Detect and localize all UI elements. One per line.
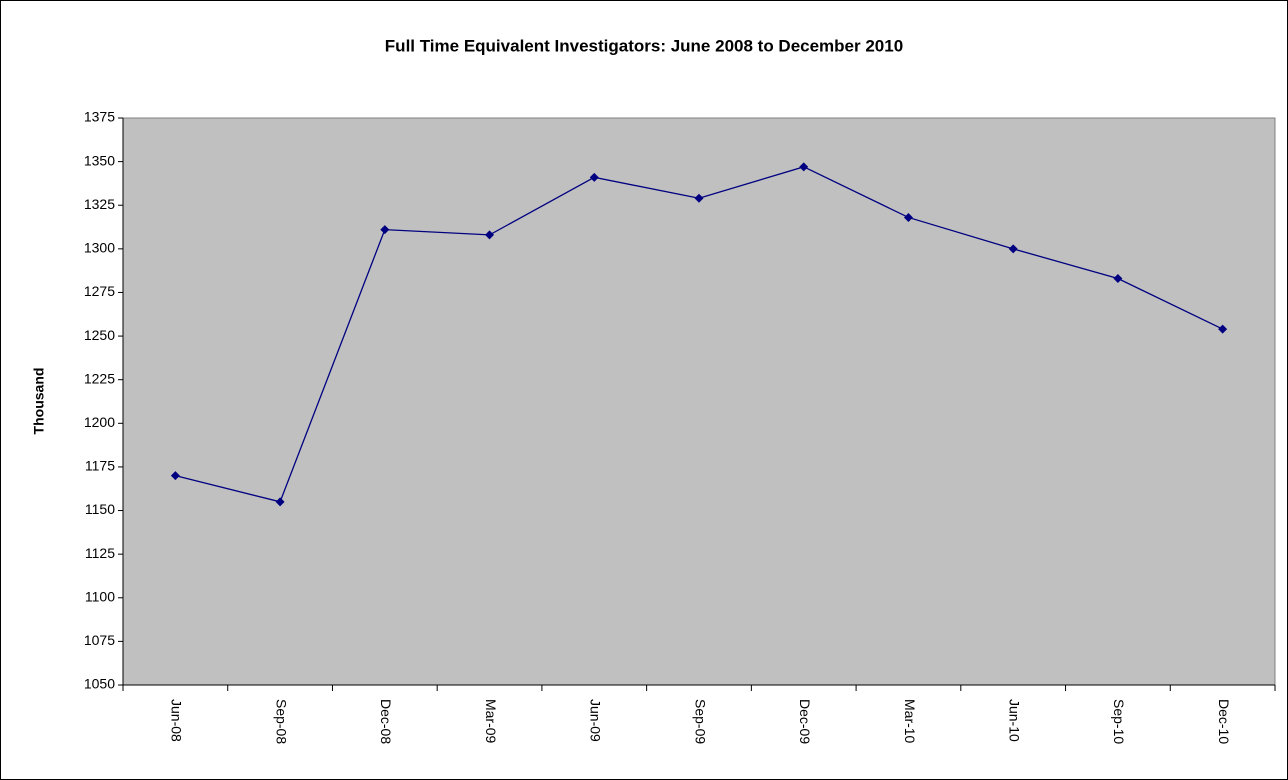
y-tick-label: 1325 bbox=[84, 196, 115, 212]
x-tick-label: Mar-10 bbox=[902, 699, 918, 744]
y-tick-label: 1225 bbox=[84, 370, 115, 386]
y-tick-label: 1300 bbox=[84, 240, 115, 256]
x-tick-label: Dec-08 bbox=[378, 699, 394, 744]
data-point bbox=[589, 172, 599, 182]
y-tick-label: 1075 bbox=[84, 632, 115, 648]
y-tick-label: 1150 bbox=[85, 501, 115, 517]
x-tick-label: Dec-10 bbox=[1216, 699, 1232, 744]
x-tick-label: Jun-08 bbox=[169, 699, 185, 742]
x-tick-label: Jun-09 bbox=[588, 699, 604, 742]
y-tick-label: 1125 bbox=[85, 545, 115, 561]
data-point bbox=[903, 212, 913, 222]
y-tick-label: 1200 bbox=[84, 414, 115, 430]
y-tick-label: 1350 bbox=[84, 152, 115, 168]
data-point bbox=[694, 193, 704, 203]
data-point bbox=[799, 162, 809, 172]
x-tick-label: Mar-09 bbox=[483, 699, 499, 744]
x-tick-label: Sep-09 bbox=[692, 699, 708, 744]
y-tick-label: 1250 bbox=[84, 327, 115, 343]
data-point bbox=[1113, 274, 1123, 284]
y-tick-label: 1375 bbox=[84, 109, 115, 125]
x-tick-label: Sep-10 bbox=[1111, 699, 1127, 744]
chart-title: Full Time Equivalent Investigators: June… bbox=[385, 36, 903, 55]
x-tick-label: Sep-08 bbox=[273, 699, 289, 744]
y-tick-label: 1275 bbox=[84, 283, 115, 299]
data-point bbox=[1008, 244, 1018, 254]
data-point bbox=[170, 471, 180, 481]
y-tick-label: 1050 bbox=[84, 676, 115, 692]
y-tick-label: 1100 bbox=[85, 588, 115, 604]
data-point bbox=[1218, 324, 1228, 334]
y-tick-label: 1175 bbox=[85, 458, 115, 474]
data-point bbox=[275, 497, 285, 507]
x-tick-label: Jun-10 bbox=[1006, 699, 1022, 742]
y-axis-label: Thousand bbox=[31, 368, 47, 435]
data-point bbox=[485, 230, 495, 240]
plot-area bbox=[122, 117, 1276, 686]
data-point bbox=[380, 225, 390, 235]
x-tick-label: Dec-09 bbox=[797, 699, 813, 744]
